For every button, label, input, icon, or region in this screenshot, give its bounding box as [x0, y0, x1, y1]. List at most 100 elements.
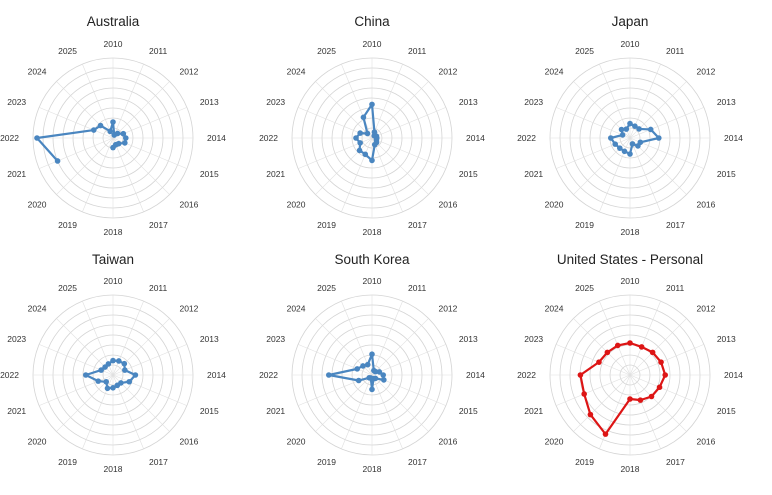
category-label: 2012	[696, 67, 715, 77]
category-label: 2015	[459, 406, 478, 416]
data-point	[366, 375, 372, 381]
category-label: 2021	[524, 169, 543, 179]
grid-spoke	[56, 81, 114, 139]
radar-panel: United States - Personal 2010 2011 2012 2013…	[517, 252, 743, 474]
grid-spoke	[629, 344, 705, 376]
category-label: 2020	[287, 199, 306, 209]
category-label: 2022	[0, 133, 19, 143]
data-point	[656, 135, 662, 141]
data-point	[629, 141, 636, 147]
grid-spoke	[555, 374, 631, 406]
data-point	[110, 357, 116, 364]
data-point	[648, 393, 655, 400]
data-point	[381, 377, 387, 383]
data-point	[587, 411, 594, 418]
category-label: 2019	[575, 220, 594, 230]
data-point	[637, 397, 644, 403]
data-point	[369, 351, 375, 358]
grid-spoke	[371, 374, 403, 450]
category-label: 2025	[575, 283, 594, 293]
data-point	[658, 359, 664, 365]
radar-panel: Japan 2010 2011 2012 2013 2014 2015 2016 2017 201…	[517, 14, 743, 237]
grid-spoke	[629, 300, 661, 376]
category-label: 2019	[58, 457, 77, 467]
grid-spoke	[599, 300, 631, 376]
grid-spoke	[573, 318, 631, 376]
category-label: 2014	[466, 370, 485, 380]
chart-title: Australia	[87, 14, 140, 29]
data-point	[649, 349, 656, 356]
category-label: 2019	[317, 457, 336, 467]
data-point	[97, 122, 104, 129]
data-point	[123, 135, 129, 141]
category-label: 2012	[438, 67, 457, 77]
data-point	[369, 157, 375, 164]
category-label: 2016	[438, 199, 457, 209]
grid-spoke	[38, 107, 114, 139]
data-point	[114, 130, 121, 137]
category-label: 2013	[717, 334, 736, 344]
data-point	[369, 386, 375, 393]
grid-spoke	[341, 137, 373, 213]
data-point	[357, 140, 363, 146]
category-label: 2025	[317, 283, 336, 293]
data-point	[54, 158, 61, 164]
grid-spoke	[112, 63, 144, 139]
grid-spoke	[38, 137, 114, 169]
data-point	[98, 367, 104, 373]
data-point	[627, 151, 633, 157]
category-label: 2011	[666, 46, 685, 56]
category-label: 2021	[7, 169, 26, 179]
grid-spoke	[629, 374, 705, 406]
category-label: 2010	[621, 39, 640, 49]
radar-panel: China 2010 2011 2012 2013 2014 2015 2016 2017 201…	[259, 14, 485, 237]
category-label: 2011	[408, 283, 427, 293]
category-label: 2025	[58, 46, 77, 56]
series-line	[35, 120, 127, 162]
data-point	[364, 130, 371, 137]
category-label: 2015	[459, 169, 478, 179]
grid-spoke	[112, 137, 144, 213]
grid-spoke	[371, 137, 429, 195]
category-label: 2011	[149, 283, 168, 293]
data-point	[627, 340, 633, 346]
category-label: 2013	[459, 97, 478, 107]
category-label: 2010	[104, 276, 123, 286]
category-label: 2022	[517, 133, 536, 143]
grid-spoke	[371, 107, 447, 139]
data-point	[627, 120, 633, 127]
data-point	[103, 378, 110, 385]
data-point	[105, 361, 112, 367]
category-label: 2017	[408, 220, 427, 230]
data-point	[114, 382, 121, 389]
category-label: 2021	[266, 169, 285, 179]
category-label: 2024	[28, 67, 47, 77]
data-point	[90, 127, 97, 133]
category-label: 2012	[696, 304, 715, 314]
grid-spoke	[112, 374, 188, 406]
data-point	[360, 114, 367, 121]
category-label: 2024	[545, 67, 564, 77]
data-point	[104, 385, 111, 392]
category-label: 2010	[104, 39, 123, 49]
category-label: 2021	[266, 406, 285, 416]
chart-title: Taiwan	[92, 252, 134, 267]
category-label: 2018	[621, 227, 640, 237]
category-label: 2016	[438, 436, 457, 446]
category-label: 2015	[717, 169, 736, 179]
data-point	[110, 385, 116, 391]
grid-spoke	[82, 63, 114, 139]
grid-spoke	[629, 107, 705, 139]
data-point	[356, 147, 363, 154]
category-label: 2017	[666, 457, 685, 467]
category-label: 2010	[363, 276, 382, 286]
data-point	[116, 358, 122, 364]
category-label: 2018	[104, 227, 123, 237]
category-label: 2014	[724, 370, 743, 380]
data-point	[596, 359, 602, 365]
grid-spoke	[371, 318, 429, 376]
data-point	[647, 126, 654, 133]
grid-spoke	[573, 374, 631, 432]
data-point	[364, 361, 371, 368]
data-point	[372, 368, 379, 375]
